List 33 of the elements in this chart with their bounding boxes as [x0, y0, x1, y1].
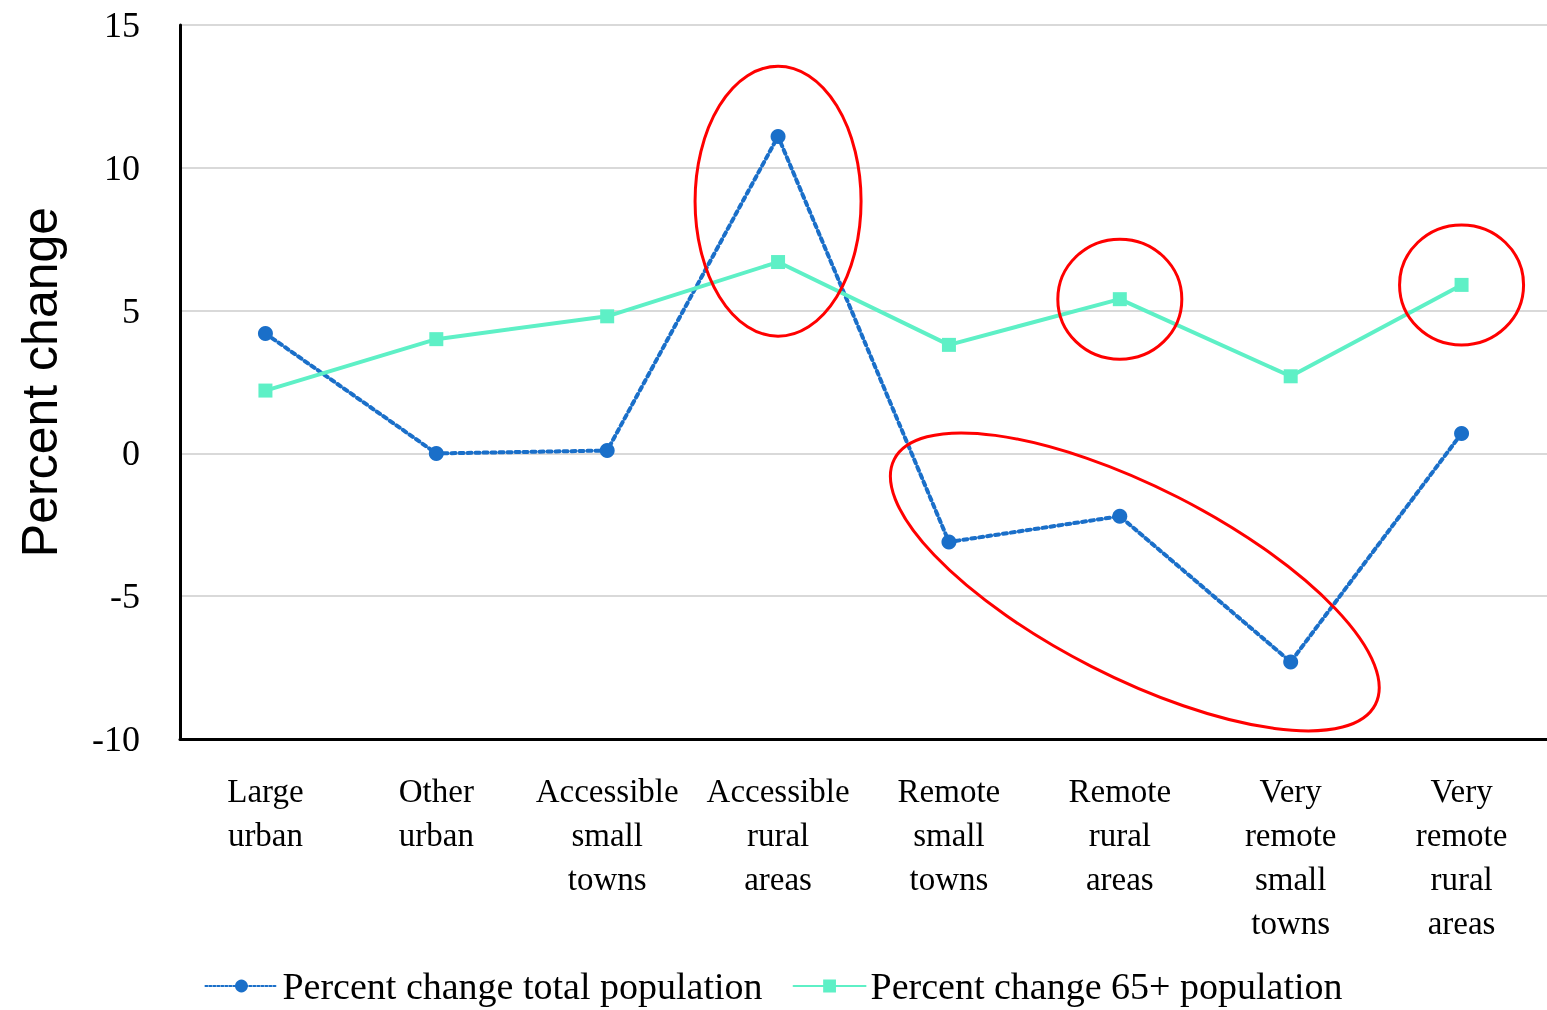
legend-label: Percent change total population [282, 965, 763, 1007]
x-tick-label: Accessible small towns [535, 773, 679, 897]
point [428, 445, 444, 461]
y-tick-label: 10 [104, 147, 140, 188]
x-tick-label: Large urban [227, 773, 304, 853]
point [941, 337, 956, 352]
point [258, 383, 273, 398]
y-tick-label: -5 [110, 576, 140, 617]
x-tick-label: Remote rural areas [1068, 773, 1172, 897]
x-tick-label: Very remote rural areas [1415, 773, 1508, 941]
point [941, 534, 957, 550]
x-tick-label: Accessible rural areas [706, 773, 850, 897]
point [1112, 292, 1127, 307]
y-tick-label: -10 [92, 719, 140, 759]
point [257, 325, 273, 341]
point [1112, 508, 1128, 524]
y-tick-label: 0 [122, 433, 140, 474]
legend-label: Percent change 65+ population [870, 965, 1343, 1007]
y-axis-title: Percent change [12, 206, 68, 558]
point [600, 309, 615, 324]
x-tick-label: Other urban [398, 773, 474, 853]
x-tick-label: Very remote small towns [1244, 773, 1337, 941]
y-tick-label: 5 [122, 290, 140, 331]
point [429, 332, 444, 347]
point [1454, 277, 1469, 292]
point [1283, 369, 1298, 384]
point [1454, 425, 1470, 441]
x-tick-label: Remote small towns [897, 773, 1001, 897]
point [771, 255, 786, 270]
point [599, 443, 615, 459]
point [770, 128, 786, 144]
point [1283, 654, 1299, 670]
y-tick-label: 15 [104, 5, 140, 45]
